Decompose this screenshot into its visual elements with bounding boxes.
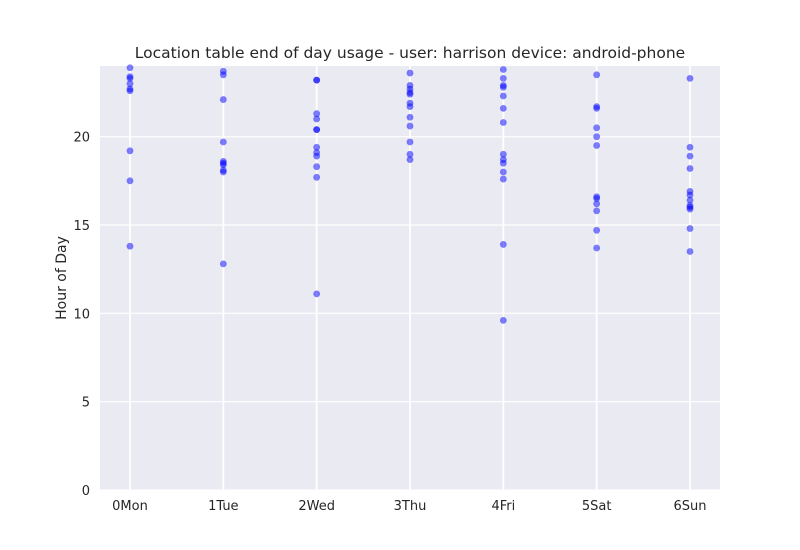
x-tick-label: 0Mon [112, 499, 148, 514]
data-point [313, 173, 321, 181]
data-point [126, 242, 134, 250]
data-point [313, 110, 321, 118]
data-point [406, 156, 414, 164]
data-point [406, 138, 414, 146]
grid-lines [100, 66, 720, 491]
data-point [499, 150, 507, 158]
x-tick-label: 3Thu [394, 499, 427, 514]
data-point [499, 241, 507, 248]
data-point [499, 92, 507, 100]
y-tick-label: 20 [73, 131, 90, 146]
data-point [126, 80, 134, 88]
data-point [686, 196, 694, 204]
data-point [499, 105, 507, 112]
data-point [126, 87, 134, 95]
x-tick-label: 5Sat [582, 499, 612, 514]
data-point [686, 74, 694, 82]
data-point [499, 168, 507, 176]
x-tick-label: 4Fri [491, 499, 515, 514]
data-point [499, 74, 507, 82]
data-point [686, 225, 694, 232]
y-tick-label: 0 [82, 484, 90, 499]
data-point [126, 177, 134, 185]
data-point [686, 248, 694, 255]
data-point [593, 200, 601, 208]
data-point [499, 119, 507, 126]
data-point [219, 161, 227, 169]
x-tick-label: 1Tue [208, 499, 238, 514]
data-points [126, 64, 694, 324]
data-point [313, 126, 321, 133]
data-point [313, 152, 321, 160]
x-tick-label: 2Wed [298, 499, 335, 514]
x-tick-labels: 0Mon 1Tue 2Wed 3Thu 4Fri 5Sat 6Sun [112, 499, 706, 514]
y-tick-label: 5 [82, 396, 90, 411]
data-point [686, 191, 694, 199]
data-point [126, 147, 134, 155]
data-point [686, 152, 694, 160]
data-point [313, 115, 321, 123]
data-point [593, 124, 601, 132]
data-point [499, 317, 507, 324]
data-point [313, 290, 321, 298]
data-point [499, 66, 507, 73]
data-point [313, 76, 321, 84]
data-point [593, 133, 601, 141]
data-point [593, 142, 601, 149]
data-point [126, 74, 134, 82]
x-tick-label: 6Sun [673, 499, 706, 514]
y-axis-label: Hour of Day [54, 236, 70, 320]
data-point [499, 159, 507, 167]
data-point [406, 150, 414, 158]
data-point [686, 205, 694, 213]
data-point [593, 105, 601, 112]
data-point [406, 103, 414, 111]
data-point [593, 195, 601, 202]
data-point [219, 260, 227, 268]
data-point [313, 163, 321, 171]
data-point [499, 83, 507, 91]
y-tick-label: 10 [73, 307, 90, 322]
data-point [593, 207, 601, 215]
data-point [406, 90, 414, 98]
data-point [126, 64, 134, 72]
chart-title: Location table end of day usage - user: … [135, 44, 685, 62]
data-point [406, 69, 414, 77]
data-point [219, 168, 227, 176]
data-point [686, 143, 694, 151]
data-point [499, 175, 507, 183]
data-point [219, 71, 227, 79]
y-tick-label: 15 [73, 219, 90, 234]
data-point [686, 165, 694, 172]
data-point [593, 244, 601, 252]
data-point [593, 226, 601, 234]
data-point [406, 113, 414, 121]
data-point [219, 96, 227, 103]
y-tick-labels: 0 5 10 15 20 [73, 131, 90, 499]
data-point [313, 143, 321, 151]
data-point [593, 71, 601, 79]
data-point [406, 122, 414, 130]
data-point [219, 138, 227, 146]
